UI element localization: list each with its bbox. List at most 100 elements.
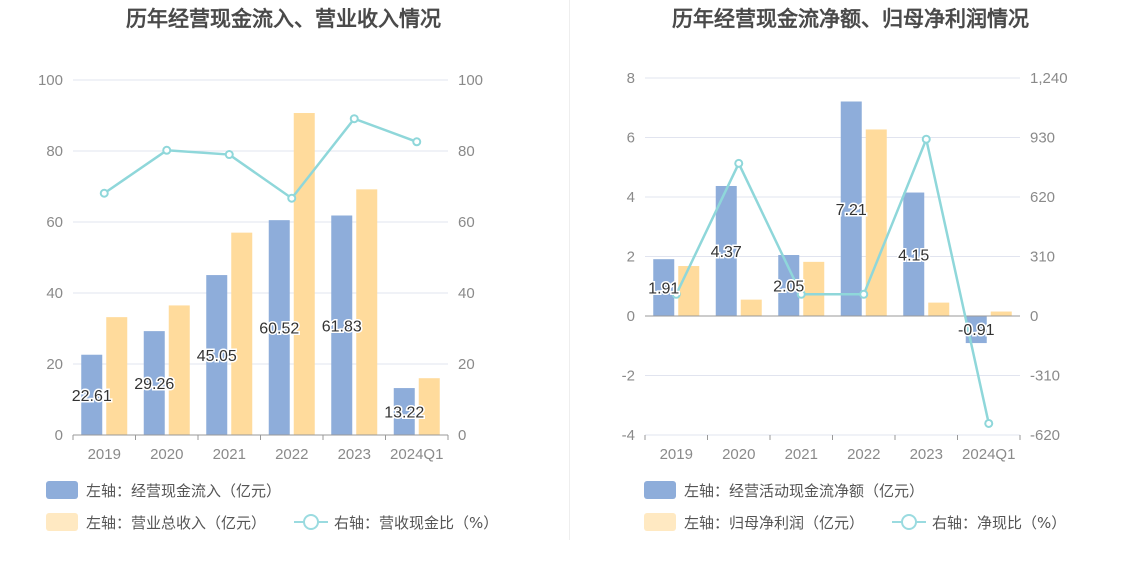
right-bar-primary-2019	[653, 259, 675, 316]
right-right-tick-label: 620	[1030, 189, 1055, 206]
left-legend-label-cash-inflow: 左轴：经营现金流入（亿元）	[86, 481, 282, 500]
right-right-tick-label: 930	[1030, 130, 1055, 147]
left-legend-item-revenue[interactable]: 左轴：营业总收入（亿元）	[46, 511, 266, 533]
left-data-label-2019: 22.61	[72, 388, 112, 405]
right-x-tick-label: 2023	[910, 446, 943, 463]
right-x-tick-label: 2020	[722, 446, 755, 463]
right-chart-panel: 历年经营现金流净额、归母净利润情况 -4 -2 0 2 4 6 8 -620 -310 0 310 6…	[567, 0, 1134, 582]
left-bar-primary-2021	[206, 275, 228, 435]
right-legend-swatch-net-cash-flow	[644, 481, 676, 499]
left-x-tick-label: 2020	[150, 446, 183, 463]
right-bar-secondary-2023	[928, 302, 950, 316]
right-right-tick-label: 1,240	[1030, 70, 1068, 87]
left-right-tick-label: 60	[458, 214, 475, 231]
right-legend-item-net-cash-flow[interactable]: 左轴：经营活动现金流净额（亿元）	[644, 479, 924, 501]
right-left-tick-label: -4	[622, 427, 635, 444]
left-data-label-2023: 61.83	[322, 318, 362, 335]
left-left-tick-label: 0	[55, 427, 63, 444]
right-data-label-2022: 7.21	[836, 202, 867, 219]
left-right-tick-label: 20	[458, 356, 475, 373]
left-chart-panel: 历年经营现金流入、营业收入情况 0 20 40 60 80 100 0 20 40 60 80 100…	[38, 7, 498, 533]
left-right-tick-label: 80	[458, 143, 475, 160]
left-legend-label-revenue: 左轴：营业总收入（亿元）	[86, 513, 267, 532]
left-ratio-point-2022	[287, 193, 297, 203]
left-data-label-2024Q1: 13.22	[384, 405, 424, 422]
left-legend-item-cash-inflow[interactable]: 左轴：经营现金流入（亿元）	[46, 479, 281, 501]
right-ratio-point-2023	[921, 134, 931, 144]
right-legend-swatch-net-cash-ratio	[892, 513, 926, 531]
right-data-label-2021: 2.05	[773, 279, 804, 296]
right-bar-primary-2021	[778, 255, 800, 316]
left-bar-primary-2023	[331, 215, 353, 435]
right-data-label-2019: 1.91	[648, 281, 679, 298]
left-legend-swatch-cash-ratio	[294, 513, 328, 531]
right-left-tick-label: 4	[627, 189, 635, 206]
right-ratio-point-2021	[796, 289, 806, 299]
left-legend-swatch-revenue	[46, 513, 78, 531]
right-x-tick-label: 2019	[660, 446, 693, 463]
right-legend-label-net-cash-ratio: 右轴：净现比（%）	[932, 513, 1067, 532]
left-data-label-2020: 29.26	[134, 376, 174, 393]
left-right-tick-label: 40	[458, 285, 475, 302]
right-ratio-point-2024Q1	[984, 418, 994, 428]
left-x-tick-label: 2023	[338, 446, 371, 463]
right-left-tick-label: 2	[627, 249, 635, 266]
right-left-tick-label: 6	[627, 130, 635, 147]
left-right-tick-label: 0	[458, 427, 466, 444]
right-legend-swatch-net-profit	[644, 513, 676, 531]
right-legend-item-net-profit[interactable]: 左轴：归母净利润（亿元）	[644, 511, 864, 533]
left-left-tick-label: 100	[38, 72, 63, 89]
left-ratio-point-2020	[162, 145, 172, 155]
left-bar-primary-2022	[268, 220, 290, 435]
right-x-tick-label: 2024Q1	[962, 446, 1015, 463]
right-left-tick-label: -2	[622, 368, 635, 385]
left-left-tick-label: 80	[46, 143, 63, 160]
right-bar-primary-2020	[715, 185, 737, 316]
right-legend-label-net-profit: 左轴：归母净利润（亿元）	[684, 513, 865, 532]
right-x-tick-label: 2022	[847, 446, 880, 463]
left-x-tick-label: 2022	[275, 446, 308, 463]
left-legend-label-cash-ratio: 右轴：营收现金比（%）	[334, 513, 499, 532]
left-ratio-point-2023	[349, 114, 359, 124]
left-bar-primary-2024Q1	[393, 388, 415, 435]
left-x-tick-label: 2019	[88, 446, 121, 463]
right-x-tick-label: 2021	[785, 446, 818, 463]
left-bar-secondary-2021	[231, 232, 253, 435]
left-ratio-point-2024Q1	[412, 137, 422, 147]
left-bar-secondary-2020	[168, 305, 190, 435]
left-x-tick-label: 2024Q1	[390, 446, 443, 463]
right-chart-plot: -4 -2 0 2 4 6 8 -620 -310 0 310 620 930 1,240 2019 2020…	[622, 70, 1068, 463]
right-right-tick-label: 0	[1030, 308, 1038, 325]
right-left-tick-label: 0	[627, 308, 635, 325]
left-x-tick-label: 2021	[213, 446, 246, 463]
right-bar-primary-2024Q1	[965, 316, 987, 344]
right-bar-secondary-2024Q1	[990, 311, 1012, 316]
left-data-label-2021: 45.05	[197, 348, 237, 365]
left-legend-swatch-cash-inflow	[46, 481, 78, 499]
right-bar-secondary-2020	[740, 299, 762, 316]
right-data-label-2024Q1: -0.91	[958, 322, 995, 339]
left-bar-secondary-2024Q1	[418, 378, 440, 435]
right-ratio-line	[675, 135, 990, 424]
right-left-tick-label: 8	[627, 70, 635, 87]
left-bar-primary-2020	[143, 331, 165, 435]
left-ratio-point-2021	[224, 150, 234, 160]
left-left-tick-label: 40	[46, 285, 63, 302]
left-chart-plot: 0 20 40 60 80 100 0 20 40 60 80 100 2019 2020 2021 2022…	[38, 72, 483, 463]
right-data-label-2020: 4.37	[711, 244, 742, 261]
right-ratio-point-2019	[671, 289, 681, 299]
right-ratio-point-2022	[859, 289, 869, 299]
right-bar-secondary-2021	[803, 261, 825, 316]
right-right-tick-label: -310	[1030, 368, 1060, 385]
left-left-tick-label: 20	[46, 356, 63, 373]
right-legend-item-net-cash-ratio[interactable]: 右轴：净现比（%）	[892, 511, 1066, 533]
right-bar-primary-2023	[903, 192, 925, 316]
left-bar-primary-2019	[81, 354, 103, 435]
right-ratio-point-2020	[734, 158, 744, 168]
right-bar-primary-2022	[840, 101, 862, 316]
left-right-tick-label: 100	[458, 72, 483, 89]
left-bar-secondary-2023	[356, 189, 378, 435]
right-chart-title: 历年经营现金流净额、归母净利润情况	[672, 7, 1029, 31]
left-legend-item-cash-ratio[interactable]: 右轴：营收现金比（%）	[294, 511, 498, 533]
left-bar-secondary-2022	[293, 113, 315, 435]
